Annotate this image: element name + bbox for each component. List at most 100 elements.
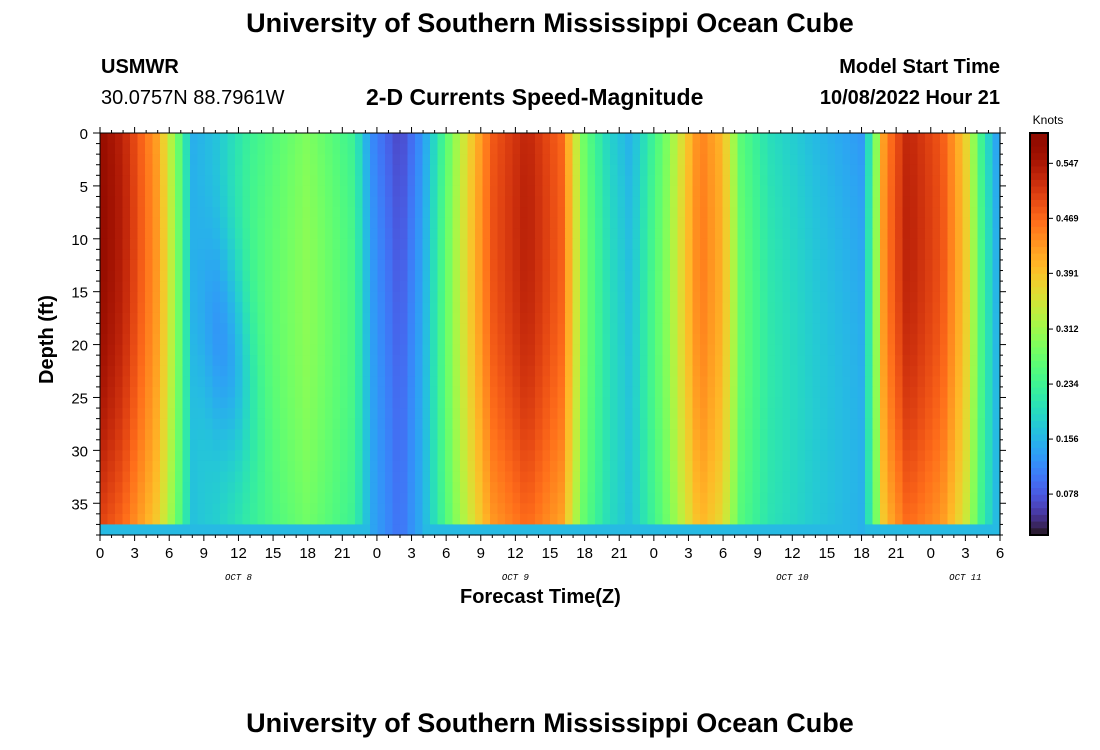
heatmap-cell xyxy=(212,154,221,166)
heatmap-cell xyxy=(970,302,979,314)
heatmap-cell xyxy=(880,439,889,451)
heatmap-cell xyxy=(917,513,926,526)
heatmap-cell xyxy=(617,217,626,229)
heatmap-cell xyxy=(685,207,694,219)
heatmap-cell xyxy=(797,175,806,187)
heatmap-cell xyxy=(707,386,716,399)
heatmap-cell xyxy=(302,228,311,240)
heatmap-cell xyxy=(580,450,589,462)
heatmap-cell xyxy=(602,217,611,229)
heatmap-cell xyxy=(377,185,386,198)
heatmap-cell xyxy=(122,312,131,325)
heatmap-cell xyxy=(182,291,191,303)
heatmap-cell xyxy=(632,439,641,451)
heatmap-cell xyxy=(760,513,769,526)
heatmap-cell xyxy=(325,185,334,198)
heatmap-cell xyxy=(557,429,566,441)
heatmap-cell xyxy=(332,334,341,346)
heatmap-cell xyxy=(400,323,409,335)
heatmap-cell xyxy=(100,238,109,250)
heatmap-cell xyxy=(895,408,904,420)
heatmap-cell xyxy=(835,524,844,536)
heatmap-cell xyxy=(670,175,679,187)
heatmap-cell xyxy=(940,365,949,377)
heatmap-cell xyxy=(580,196,589,208)
heatmap-cell xyxy=(445,249,454,261)
heatmap-cell xyxy=(190,355,199,367)
heatmap-cell xyxy=(370,302,379,314)
heatmap-cell xyxy=(865,185,874,198)
heatmap-cell xyxy=(745,492,754,504)
heatmap-cell xyxy=(917,143,926,155)
heatmap-cell xyxy=(872,312,881,325)
heatmap-cell xyxy=(797,471,806,483)
heatmap-cell xyxy=(107,133,116,145)
heatmap-cell xyxy=(332,312,341,325)
heatmap-cell xyxy=(407,143,416,155)
heatmap-cell xyxy=(392,185,401,198)
heatmap-cell xyxy=(407,344,416,356)
heatmap-cell xyxy=(805,513,814,526)
heatmap-cell xyxy=(797,355,806,367)
heatmap-cell xyxy=(175,471,184,483)
heatmap-cell xyxy=(467,355,476,367)
day-label: OCT 9 xyxy=(502,573,530,583)
heatmap-cell xyxy=(100,175,109,187)
heatmap-cell xyxy=(580,376,589,388)
heatmap-cell xyxy=(370,334,379,346)
heatmap-cell xyxy=(392,249,401,261)
heatmap-cell xyxy=(430,418,439,430)
heatmap-cell xyxy=(340,302,349,314)
heatmap-cell xyxy=(235,164,244,176)
heatmap-cell xyxy=(692,439,701,451)
heatmap-cell xyxy=(287,344,296,356)
heatmap-cell xyxy=(835,185,844,198)
heatmap-cell xyxy=(385,344,394,356)
heatmap-cell xyxy=(917,154,926,166)
heatmap-cell xyxy=(145,164,154,176)
heatmap-cell xyxy=(632,334,641,346)
heatmap-cell xyxy=(572,133,581,145)
heatmap-cell xyxy=(722,503,731,515)
heatmap-cell xyxy=(317,460,326,473)
heatmap-cell xyxy=(707,154,716,166)
heatmap-cell xyxy=(895,270,904,282)
heatmap-cell xyxy=(715,482,724,494)
heatmap-cell xyxy=(475,185,484,198)
heatmap-cell xyxy=(730,175,739,187)
heatmap-cell xyxy=(460,492,469,504)
heatmap-cell xyxy=(152,270,161,282)
heatmap-cell xyxy=(497,376,506,388)
heatmap-cell xyxy=(790,270,799,282)
heatmap-cell xyxy=(745,344,754,356)
heatmap-cell xyxy=(542,228,551,240)
heatmap-cell xyxy=(715,175,724,187)
heatmap-cell xyxy=(910,471,919,483)
heatmap-cell xyxy=(602,291,611,303)
heatmap-cell xyxy=(512,513,521,526)
heatmap-cell xyxy=(647,355,656,367)
heatmap-cell xyxy=(100,397,109,409)
heatmap-cell xyxy=(872,503,881,515)
heatmap-cell xyxy=(280,439,289,451)
heatmap-cell xyxy=(767,281,776,293)
heatmap-cell xyxy=(805,418,814,430)
heatmap-cell xyxy=(685,418,694,430)
heatmap-cell xyxy=(632,207,641,219)
heatmap-cell xyxy=(265,143,274,155)
heatmap-cell xyxy=(872,228,881,240)
heatmap-cell xyxy=(670,429,679,441)
heatmap-cell xyxy=(782,439,791,451)
heatmap-cell xyxy=(430,524,439,536)
heatmap-cell xyxy=(595,249,604,261)
heatmap-cell xyxy=(767,365,776,377)
heatmap-cell xyxy=(265,513,274,526)
heatmap-cell xyxy=(205,482,214,494)
heatmap-cell xyxy=(925,365,934,377)
heatmap-cell xyxy=(460,281,469,293)
heatmap-cell xyxy=(827,429,836,441)
heatmap-cell xyxy=(407,365,416,377)
heatmap-cell xyxy=(550,217,559,229)
heatmap-cell xyxy=(940,302,949,314)
heatmap-cell xyxy=(182,439,191,451)
